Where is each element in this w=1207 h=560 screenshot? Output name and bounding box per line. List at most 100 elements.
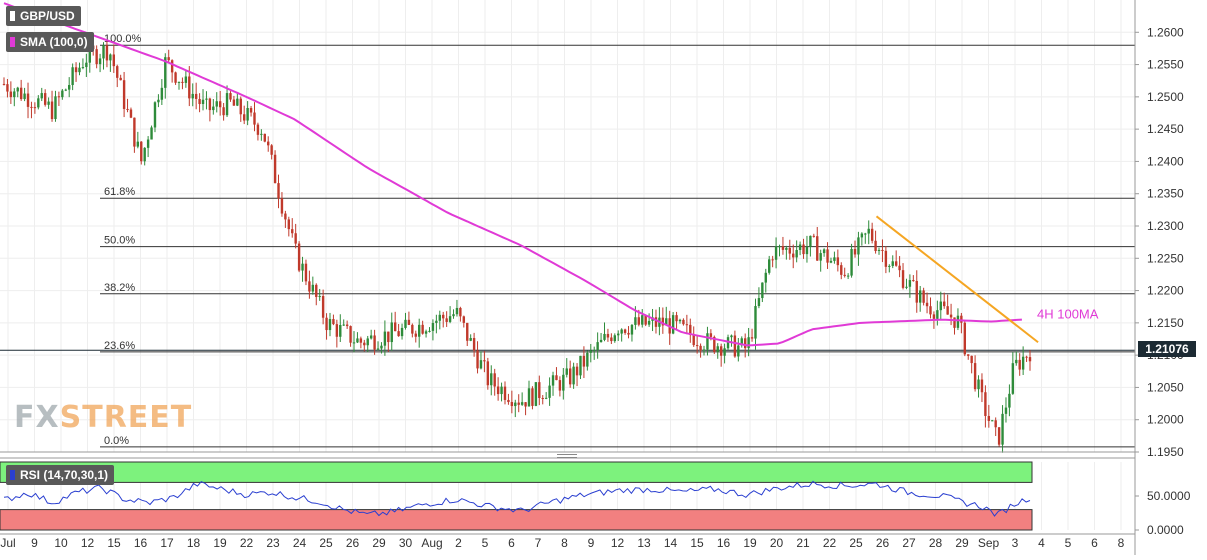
candle-body <box>881 249 884 251</box>
x-tick-label: 29 <box>955 536 969 550</box>
candle-body <box>442 314 445 319</box>
candle-body <box>404 319 407 328</box>
rsi-y-tick-label: 50.0000 <box>1147 489 1191 503</box>
symbol-label[interactable]: GBP/USD <box>6 6 81 26</box>
candle-body <box>294 233 297 244</box>
candle-body <box>593 350 596 352</box>
y-tick-label: 1.2200 <box>1147 284 1184 298</box>
y-tick-label: 1.2400 <box>1147 154 1184 168</box>
x-tick-label: 5 <box>482 536 489 550</box>
y-tick-label: 1.2350 <box>1147 187 1184 201</box>
candle-body <box>435 320 438 323</box>
candle-body <box>768 259 771 273</box>
candle-body <box>105 45 109 61</box>
candle-body <box>328 319 332 331</box>
candle-body <box>764 272 767 283</box>
candle-body <box>599 339 603 343</box>
candle-body <box>864 233 867 235</box>
candle-body <box>383 331 387 346</box>
candle-body <box>558 380 562 391</box>
candle-body <box>503 386 507 400</box>
x-tick-label: Sep <box>978 536 1000 550</box>
sma-label-text: SMA (100,0) <box>20 35 88 49</box>
candle-body <box>452 314 455 317</box>
candle-body <box>538 382 541 399</box>
candle-body <box>236 98 239 106</box>
candle-body <box>555 375 558 381</box>
candle-body <box>850 248 853 276</box>
candle-body <box>225 93 229 116</box>
candle-body <box>997 427 1001 445</box>
y-tick-label: 1.2500 <box>1147 90 1184 104</box>
candle-body <box>67 85 71 90</box>
candle-body <box>565 368 568 375</box>
candle-body <box>339 324 342 337</box>
x-tick-label: 6 <box>508 536 515 550</box>
current-price-tag: 1.21076 <box>1138 341 1196 357</box>
candle-body <box>792 253 795 258</box>
candle-body <box>263 133 266 142</box>
candle-body <box>936 310 939 319</box>
rsi-overbought-zone <box>0 461 1033 483</box>
candle-body <box>589 350 592 353</box>
candle-body <box>901 270 905 288</box>
candle-body <box>455 307 459 315</box>
candle-body <box>85 62 88 68</box>
candle-body <box>733 335 737 357</box>
candle-body <box>253 112 256 125</box>
x-tick-label: 30 <box>399 536 413 550</box>
candle-body <box>699 345 702 351</box>
candle-body <box>843 274 846 276</box>
candle-body <box>490 373 493 386</box>
x-tick-label: 19 <box>743 536 757 550</box>
candle-body <box>894 261 898 266</box>
x-tick-label: 6 <box>1091 536 1098 550</box>
rsi-indicator-label[interactable]: RSI (14,70,30,1) <box>6 465 115 485</box>
candle-body <box>695 345 699 347</box>
x-tick-label: 14 <box>664 536 678 550</box>
candle-body <box>167 57 170 61</box>
x-tick-label: 26 <box>876 536 890 550</box>
candle-body <box>531 388 534 406</box>
candle-body <box>16 87 19 92</box>
fib-label: 38.2% <box>104 282 135 294</box>
candle-body <box>867 228 870 234</box>
candle-body <box>778 246 781 248</box>
candle-body <box>428 330 431 332</box>
sma-indicator-label[interactable]: SMA (100,0) <box>6 32 94 52</box>
candle-body <box>81 67 85 69</box>
candle-body <box>318 296 321 298</box>
candle-body <box>891 261 894 266</box>
x-tick-label: 19 <box>213 536 227 550</box>
candle-body <box>438 314 441 321</box>
candle-body <box>496 386 500 395</box>
symbol-swatch <box>10 11 15 21</box>
candle-body <box>500 386 503 395</box>
y-tick-label: 1.2300 <box>1147 219 1184 233</box>
candle-body <box>205 98 208 100</box>
candle-body <box>1008 393 1011 408</box>
fxstreet-logo: FXSTREET <box>14 400 192 435</box>
fib-label: 100.0% <box>104 33 142 45</box>
rsi-oversold-zone <box>0 509 1033 531</box>
candle-body <box>620 329 623 334</box>
candle-body <box>606 333 610 338</box>
candle-body <box>260 133 263 135</box>
candle-body <box>918 290 922 303</box>
x-tick-label: 27 <box>902 536 916 550</box>
candle-body <box>486 361 490 386</box>
candle-body <box>949 314 953 318</box>
candle-body <box>870 228 874 241</box>
candle-body <box>218 101 222 108</box>
candle-body <box>908 280 912 287</box>
candle-body <box>857 237 860 255</box>
candle-body <box>133 117 136 147</box>
x-tick-label: 22 <box>240 536 254 550</box>
candle-body <box>781 246 785 250</box>
fib-label: 0.0% <box>104 435 129 447</box>
candle-body <box>836 257 840 266</box>
pane-resize-handle[interactable] <box>557 454 577 460</box>
candle-body <box>71 67 74 86</box>
x-tick-label: 12 <box>611 536 625 550</box>
candle-body <box>884 250 888 267</box>
